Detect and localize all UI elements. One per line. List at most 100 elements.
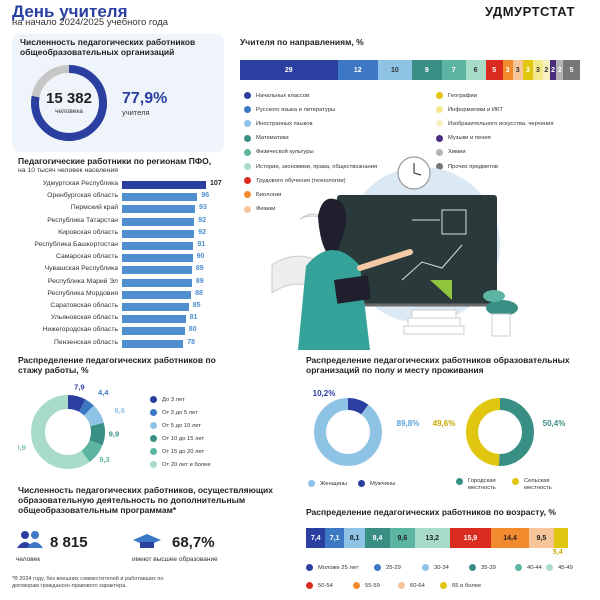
seniority-legend-item: От 10 до 15 лет [150,435,204,442]
legend-label: От 5 до 10 лет [162,422,201,429]
direction-legend-item: Начальных классов [244,92,309,99]
age-segment [553,528,568,548]
page-title: День учителя [12,2,128,21]
direction-legend-item: Истории, экономики, права, обществознани… [244,163,377,170]
seniority-title: Распределение педагогических работников … [18,355,216,375]
legend-swatch [244,148,251,156]
region-label: Пензенская область [53,338,118,346]
age-segment: 14,4 [491,528,529,548]
region-value: 89 [195,265,204,273]
legend-swatch [244,205,251,213]
region-label: Пермский край [70,204,118,212]
region-bar [122,266,192,275]
legend-swatch [515,564,522,571]
legend-label: До 3 лет [162,396,185,403]
additional-share: 68,7% [172,534,215,551]
region-bar [122,193,198,202]
residence-donut: 49,6% 50,4% [433,398,565,466]
legend-swatch [150,448,157,455]
region-bar [122,229,195,238]
legend-swatch [436,134,443,142]
page-subtitle: на начало 2024/2025 учебного года [12,17,169,28]
legend-label: От 20 лет и более [162,461,211,468]
teacher-share-label: учителя [122,108,150,117]
gender-legend-item: Мужчины [358,480,395,487]
direction-legend-item: Биологии [244,191,281,199]
legend-swatch [244,163,251,170]
age-legend-item: 30-34 [422,564,449,571]
region-bar [122,217,195,226]
region-value: 78 [187,338,196,346]
direction-segment: 29 [240,60,338,80]
region-bar [122,339,184,348]
age-legend-item: 55-59 [353,582,380,589]
legend-label: 35-39 [481,564,496,571]
direction-legend-item: Прочих предметов [436,163,498,170]
region-bar [122,327,185,336]
legend-label: От 15 до 20 лет [162,448,205,455]
region-label: Республика Башкортостан [34,241,118,248]
region-label: Кировская область [58,228,118,236]
region-bar [122,181,206,189]
seniority-value-label: 8,6 [115,406,125,415]
region-label: Саратовская область [50,302,118,309]
seniority-value-label: 9,3 [99,455,109,464]
region-value: 91 [197,241,206,248]
direction-segment: 12 [337,60,378,80]
legend-label: Истории, экономики, права, обществознани… [256,163,378,170]
legend-swatch [306,564,313,571]
direction-segment: 3 [512,60,523,80]
direction-segment: 2 [549,60,557,80]
staff-ring [31,65,107,141]
direction-legend-item: Химии [436,148,466,156]
direction-segment: 10 [378,60,412,80]
legend-swatch [436,148,443,156]
region-bar [122,254,193,263]
legend-swatch [436,163,443,170]
region-value: 96 [201,192,210,200]
legend-swatch [244,134,251,142]
region-value: 85 [192,302,201,309]
legend-label: 25-29 [386,564,401,571]
additional-share-label: имеют высшее образование [132,556,218,563]
footnote: *В 2024 году, без внешних совместителей … [12,576,164,589]
seniority-value-label: 7,9 [74,382,84,391]
direction-segment: 3 [532,60,543,80]
legend-swatch [150,396,157,403]
donut-slice [31,395,105,469]
age-legend-item: 40-44 [515,564,542,571]
legend-label: Физики [256,206,276,213]
age-legend-item: 45-49 [546,564,573,571]
direction-legend-item: Русского языка и литературы [244,106,335,114]
region-bar [122,290,192,299]
legend-label: 60-64 [410,582,425,589]
legend-swatch [150,422,157,429]
staff-count-label: человека [55,108,83,115]
teacher-share: 77,9% [122,90,168,107]
direction-legend-item: Физической культуры [244,148,314,156]
region-label: Ульяновская область [50,314,118,322]
region-value: 92 [198,228,207,236]
additional-title: Численность педагогических работников, о… [18,485,274,515]
legend-label: Музыки и пения [448,135,491,142]
staff-title: Численность педагогических работников об… [20,37,196,57]
directions-title: Учителя по направлениям, % [240,37,364,47]
legend-swatch [398,582,405,589]
age-segment: 9,5 [528,528,554,548]
legend-label: От 10 до 15 лет [162,435,205,442]
seniority-legend-item: От 15 до 20 лет [150,448,204,455]
legend-swatch [244,106,251,114]
people-icon [17,531,43,548]
legend-label: Химии [448,149,466,156]
region-value: 107 [210,180,222,187]
age-segment: 7,4 [306,528,326,548]
legend-swatch [422,564,429,571]
region-label: Удмуртская Республика [42,180,118,187]
direction-segment: 3 [522,60,533,80]
legend-swatch [150,435,157,442]
direction-segment: 5 [485,60,503,80]
direction-segment: 7 [441,60,466,80]
direction-legend-item: Информатики и ИКТ [436,106,503,114]
direction-legend-item: Географии [436,92,477,99]
legend-label: Моложе 25 лет [318,564,359,571]
